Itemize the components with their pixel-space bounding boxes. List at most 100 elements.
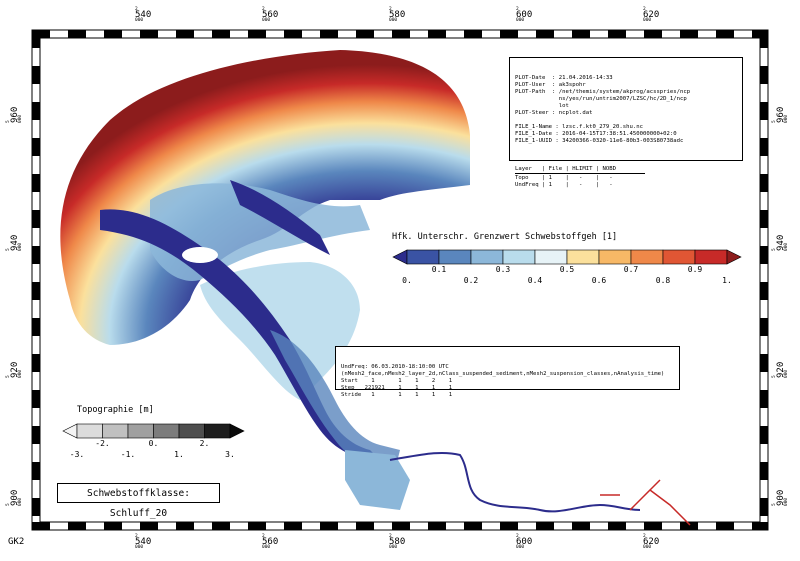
x-tick-label: 2 540 000 bbox=[135, 534, 152, 550]
time-info-box: UndFreq: 06.03.2010-18:10:00 UTC (nMesh2_… bbox=[335, 346, 680, 398]
side-channel bbox=[230, 180, 330, 255]
plot-info-table-separator bbox=[515, 173, 645, 175]
y-tick-label: 5 960 000 bbox=[772, 106, 789, 123]
x-tick-label: 2 580 000 bbox=[389, 534, 406, 550]
frame-segment bbox=[176, 522, 194, 530]
plot-info-table-row: UndFreq | 1 | - | - bbox=[515, 182, 613, 188]
river-branches bbox=[600, 479, 691, 526]
frame-segment bbox=[320, 522, 338, 530]
island bbox=[182, 247, 218, 263]
frame-segment bbox=[140, 522, 158, 530]
color-legend-label: 0.6 bbox=[591, 276, 607, 285]
frame-segment bbox=[716, 522, 734, 530]
frame-segment bbox=[760, 426, 768, 444]
topo-legend-swatch bbox=[62, 423, 78, 439]
frame-segment bbox=[32, 354, 40, 372]
frame-segment bbox=[428, 522, 446, 530]
color-legend-title: Hfk. Unterschr. Grenzwert Schwebstoffgeh… bbox=[392, 232, 618, 242]
color-legend-label: 0.4 bbox=[527, 276, 543, 285]
frame-segment bbox=[284, 522, 302, 530]
frame-segment bbox=[760, 102, 768, 120]
y-tick-label: 5 940 000 bbox=[772, 234, 789, 251]
plot-info-line bbox=[515, 117, 737, 124]
time-info-line: (nMesh2_face,nMesh2_layer_2d,nClass_susp… bbox=[341, 371, 665, 377]
frame-segment bbox=[32, 66, 40, 84]
frame-segment bbox=[32, 30, 40, 48]
frame-segment bbox=[608, 522, 626, 530]
plot-info-table: Layer | File | HLIMIT | NOBD Topo | 1 | -… bbox=[515, 166, 737, 189]
plot-info-line: FILE_1-Name : lzsc.f.kt0_279_20.shu.nc bbox=[515, 124, 643, 130]
x-tick-label: 2 560 000 bbox=[262, 7, 279, 23]
topo-legend-bar bbox=[62, 423, 245, 439]
frame-segment bbox=[32, 102, 40, 120]
plot-info-line: PLOT-Date : 21.04.2016-14:33 bbox=[515, 75, 613, 81]
frame-segment bbox=[104, 30, 122, 38]
frame-segment bbox=[32, 462, 40, 480]
frame-segment bbox=[32, 30, 50, 38]
frame-segment bbox=[536, 522, 554, 530]
time-info-line: Start 1 1 1 2 1 bbox=[341, 378, 453, 384]
plot-info-line: PLOT-Path : /net/themis/system/akprog/ac… bbox=[515, 89, 691, 95]
color-legend-swatch bbox=[694, 249, 728, 265]
frame-segment bbox=[392, 522, 410, 530]
topo-legend-swatch bbox=[102, 423, 129, 439]
frame-segment bbox=[32, 390, 40, 408]
frame-segment bbox=[392, 30, 410, 38]
frame-segment bbox=[536, 30, 554, 38]
y-tick-label: 5 920 000 bbox=[6, 361, 23, 378]
frame-segment bbox=[176, 30, 194, 38]
frame-segment bbox=[32, 246, 40, 264]
color-legend-swatch bbox=[662, 249, 696, 265]
frame-segment bbox=[32, 426, 40, 444]
plot-info-table-header: Layer | File | HLIMIT | NOBD bbox=[515, 166, 617, 172]
frame-segment bbox=[32, 498, 40, 516]
plot-info-box: PLOT-Date : 21.04.2016-14:33 PLOT-User : … bbox=[509, 57, 743, 188]
x-tick-label: 2 600 000 bbox=[516, 7, 533, 23]
color-legend-swatch bbox=[598, 249, 632, 265]
color-legend-label: 0.3 bbox=[495, 265, 511, 274]
time-info-lines: UndFreq: 06.03.2010-18:10:00 UTC (nMesh2_… bbox=[341, 364, 674, 399]
frame-segment bbox=[464, 522, 482, 530]
topo-legend-label: -1. bbox=[120, 450, 136, 459]
frame-segment bbox=[572, 30, 590, 38]
y-tick-label: 5 900 000 bbox=[772, 489, 789, 506]
topo-legend-label: 3. bbox=[225, 450, 235, 459]
frame-segment bbox=[760, 174, 768, 192]
frame-segment bbox=[680, 522, 698, 530]
frame-segment bbox=[248, 522, 266, 530]
map-frame-border bbox=[31, 29, 769, 531]
x-tick-label: 2 600 000 bbox=[516, 534, 533, 550]
plot-info-table-row: Topo | 1 | - | - bbox=[515, 175, 613, 181]
time-info-line: UndFreq: 06.03.2010-18:10:00 UTC bbox=[341, 364, 449, 370]
tidal-flat-lower bbox=[345, 450, 410, 510]
x-tick-label: 2 540 000 bbox=[135, 7, 152, 23]
plot-info-line: ns/yes/run/untrim2007/LZSC/hc/2D_1/ncp bbox=[515, 96, 687, 102]
frame-segment bbox=[428, 30, 446, 38]
color-legend-swatch bbox=[438, 249, 472, 265]
color-legend-swatch bbox=[392, 249, 408, 265]
y-tick-label: 5 940 000 bbox=[6, 234, 23, 251]
frame-segment bbox=[500, 522, 518, 530]
color-legend-label: 0.1 bbox=[431, 265, 447, 274]
frame-segment bbox=[32, 138, 40, 156]
color-legend-bar bbox=[392, 249, 742, 265]
color-legend-swatch bbox=[566, 249, 600, 265]
plot-info-line: PLOT-User : ak3spohr bbox=[515, 82, 586, 88]
color-legend-swatch bbox=[630, 249, 664, 265]
sediment-class-label: Schwebstoffklasse: Schluff_20 bbox=[57, 483, 220, 519]
y-tick-label: 5 960 000 bbox=[6, 106, 23, 123]
frame-segment bbox=[644, 30, 662, 38]
plot-info-line: FILE_1-Date : 2016-04-15T17:38:51.450000… bbox=[515, 131, 677, 137]
river-course bbox=[389, 451, 641, 513]
frame-segment bbox=[212, 522, 230, 530]
frame-segment bbox=[284, 30, 302, 38]
color-legend-label: 1. bbox=[722, 276, 732, 285]
frame-segment bbox=[32, 174, 40, 192]
topo-legend-label: 2. bbox=[199, 439, 210, 448]
upper-estuary bbox=[270, 330, 400, 470]
frame-segment bbox=[32, 318, 40, 336]
frame-segment bbox=[140, 30, 158, 38]
color-legend-label: 0.5 bbox=[559, 265, 575, 274]
color-legend-label: 0.8 bbox=[655, 276, 671, 285]
